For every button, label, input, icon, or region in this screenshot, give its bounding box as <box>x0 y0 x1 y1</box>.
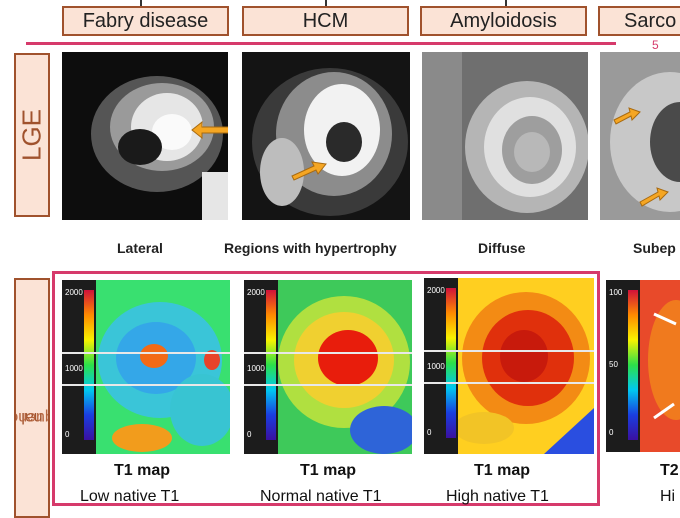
colorbar: 2000 1000 0 <box>244 280 278 454</box>
highlight-rectangle <box>52 271 600 506</box>
lge-image-fabry <box>62 52 228 220</box>
connector-line <box>140 0 142 6</box>
caption-lateral: Lateral <box>117 240 163 256</box>
disease-header-sarcoidosis: Sarco <box>598 6 680 36</box>
connector-line <box>505 0 507 6</box>
map-subtitle: Low native T1 <box>80 488 180 505</box>
t2-map-high: 100 50 0 <box>606 280 680 452</box>
caption-hypertrophy: Regions with hypertrophy <box>224 240 397 256</box>
lge-image-amyloidosis <box>422 52 588 220</box>
lge-image-sarcoidosis <box>600 52 680 220</box>
row-label-lge: LGE <box>14 53 50 217</box>
connector-line <box>325 0 327 6</box>
disease-header-fabry: Fabry disease <box>62 6 229 36</box>
map-title: T1 map <box>474 462 531 479</box>
disease-header-hcm: HCM <box>242 6 409 36</box>
t1-map-normal: 2000 1000 0 <box>244 280 412 454</box>
caption-diffuse: Diffuse <box>478 240 526 256</box>
caption-subepicardial: Subep <box>633 240 676 256</box>
divider-line <box>26 42 616 45</box>
lge-image-hcm <box>242 52 410 220</box>
colorbar: 100 50 0 <box>606 280 640 452</box>
page-number: 5 <box>652 38 659 52</box>
map-title: T1 map <box>300 462 357 479</box>
t1-map-high: 2000 1000 0 <box>424 278 594 454</box>
colorbar: 2000 1000 0 <box>424 278 458 454</box>
map-title: T1 map <box>114 462 171 479</box>
disease-header-amyloidosis: Amyloidosis <box>420 6 587 36</box>
map-subtitle: Normal native T1 <box>260 488 382 505</box>
row-label-functional: nal sequences <box>14 278 50 518</box>
map-title: T2 <box>660 462 679 479</box>
map-subtitle: High native T1 <box>446 488 549 505</box>
t1-map-low: 2000 1000 0 <box>62 280 230 454</box>
colorbar: 2000 1000 0 <box>62 280 96 454</box>
map-subtitle: Hi <box>660 488 676 505</box>
